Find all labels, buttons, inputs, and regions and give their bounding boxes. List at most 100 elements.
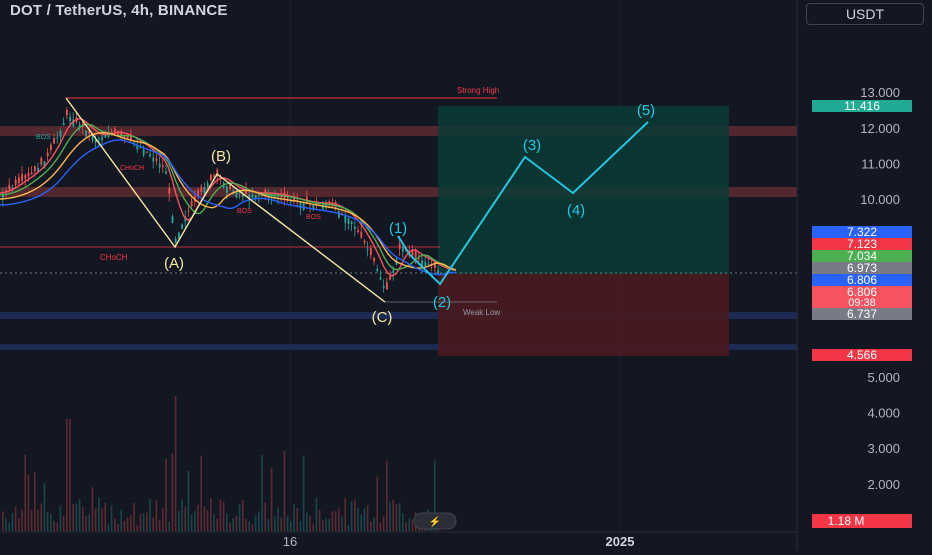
volume-bar — [53, 521, 55, 531]
impulse-projection-line — [397, 121, 649, 286]
price-tag — [812, 100, 912, 112]
volume-bar — [235, 515, 238, 531]
volume-bar — [277, 507, 279, 531]
candle-body — [184, 216, 187, 222]
volume-bar — [434, 460, 436, 531]
bos-label: BOS — [306, 214, 321, 221]
volume-bar — [325, 518, 327, 531]
volume-bar — [110, 505, 113, 531]
candle-body — [238, 192, 241, 194]
volume-tag-label: 1.18 M — [828, 514, 865, 528]
candle-body — [30, 172, 33, 175]
weak-low-label: Weak Low — [463, 308, 500, 317]
candle-body — [18, 177, 20, 183]
candle-body — [402, 247, 404, 252]
volume-bar — [344, 498, 346, 531]
volume-bar — [114, 518, 116, 531]
volume-bar — [258, 511, 260, 531]
price-tag-label: 4.566 — [847, 348, 877, 362]
candle-body — [414, 250, 417, 258]
volume-bar — [398, 503, 401, 531]
volume-bar — [203, 506, 206, 531]
target-profit-zone — [438, 106, 729, 274]
volume-bar — [43, 483, 46, 531]
volume-bar — [187, 470, 190, 531]
candle-body — [421, 260, 423, 267]
volume-bar — [274, 516, 276, 531]
volume-bar — [18, 518, 20, 531]
x-tick-label: 2025 — [606, 534, 635, 549]
candle-body — [258, 195, 260, 197]
candle-body — [120, 131, 123, 137]
choch-label: CHoCH — [120, 165, 144, 172]
wave-label-w3: (3) — [523, 137, 541, 154]
volume-bar — [146, 512, 148, 531]
volume-bar — [62, 515, 65, 531]
lightning-icon: ⚡ — [429, 515, 441, 528]
candle-body — [242, 193, 244, 197]
candle-body — [322, 205, 324, 209]
volume-bar — [411, 519, 414, 531]
candle-body — [229, 183, 231, 190]
candle-body — [110, 131, 113, 133]
volume-bar — [248, 521, 250, 531]
volume-bar — [21, 509, 23, 531]
volume-bar — [357, 507, 359, 531]
candle-body — [139, 147, 142, 149]
candle-body — [171, 216, 174, 223]
volume-bar — [130, 515, 132, 531]
volume-bar — [338, 507, 340, 531]
volume-bar — [27, 474, 30, 531]
volume-bar — [30, 509, 33, 531]
candle-body — [411, 250, 414, 256]
volume-bar — [395, 504, 398, 531]
demand-zone-lower — [0, 344, 797, 350]
candle-body — [114, 128, 116, 134]
candle-body — [286, 197, 289, 200]
candle-body — [373, 257, 375, 262]
price-tag — [812, 349, 912, 361]
volume-bar — [46, 511, 49, 531]
volume-bar — [334, 511, 337, 531]
candle-body — [142, 149, 145, 156]
volume-bar — [322, 520, 324, 531]
candle-body — [350, 221, 353, 224]
volume-bar — [197, 504, 199, 531]
volume-bar — [312, 523, 314, 531]
y-tick-label: 4.000 — [867, 406, 900, 421]
volume-bar — [162, 508, 164, 531]
candle-body — [206, 183, 209, 187]
candle-body — [72, 119, 75, 127]
price-tag — [812, 274, 912, 286]
candle-body — [155, 158, 158, 161]
volume-bar — [370, 521, 372, 531]
volume-bar — [293, 504, 295, 531]
volume-bar — [56, 522, 58, 531]
candle-body — [363, 240, 366, 243]
candle-body — [376, 268, 379, 271]
volume-bar — [120, 509, 122, 531]
volume-bar — [91, 487, 94, 531]
candle-body — [98, 138, 100, 140]
candle-body — [130, 134, 132, 140]
candle-body — [136, 144, 139, 150]
candle-body — [94, 139, 97, 143]
volume-bar — [290, 521, 292, 531]
candle-body — [232, 190, 235, 192]
volume-bar — [98, 497, 100, 531]
currency-button[interactable]: USDT — [806, 3, 924, 25]
candle-body — [312, 205, 315, 209]
price-tag — [812, 226, 912, 238]
volume-bar — [210, 498, 212, 531]
volume-bar — [155, 500, 158, 531]
volume-bar — [168, 521, 170, 531]
volume-bar — [78, 499, 81, 531]
candle-body — [37, 167, 39, 173]
ma-green — [0, 123, 457, 271]
price-tag — [812, 286, 912, 308]
candle-body — [88, 130, 91, 134]
candle-body — [437, 270, 439, 274]
volume-bar — [405, 522, 407, 531]
